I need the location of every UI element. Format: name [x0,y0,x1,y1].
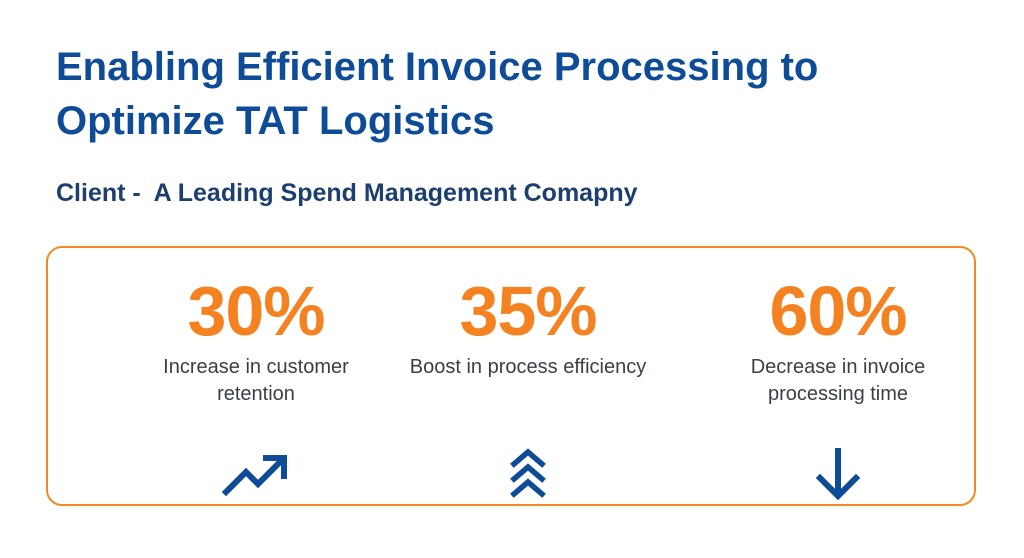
trending-up-icon [220,448,292,500]
stat-process-efficiency: 35% Boost in process efficiency [378,270,678,498]
page-title: Enabling Efficient Invoice Processing to… [56,45,819,143]
stat-value: 60% [769,272,907,350]
stat-invoice-processing-time: 60% Decrease in invoice processing time [688,270,988,500]
stat-value: 30% [187,272,325,350]
stat-customer-retention: 30% Increase in customer retention [106,270,406,497]
chevrons-up-icon [492,448,564,500]
stat-value: 35% [459,272,597,350]
stat-label: Boost in process efficiency [409,356,647,378]
stats-card: 30% Increase in customer retention 35% B… [46,246,976,506]
stat-label: Increase in customer retention [163,356,349,405]
arrow-down-icon [802,448,874,500]
stat-label: Decrease in invoice processing time [750,356,926,405]
client-subtitle: Client - A Leading Spend Management Coma… [56,179,638,207]
